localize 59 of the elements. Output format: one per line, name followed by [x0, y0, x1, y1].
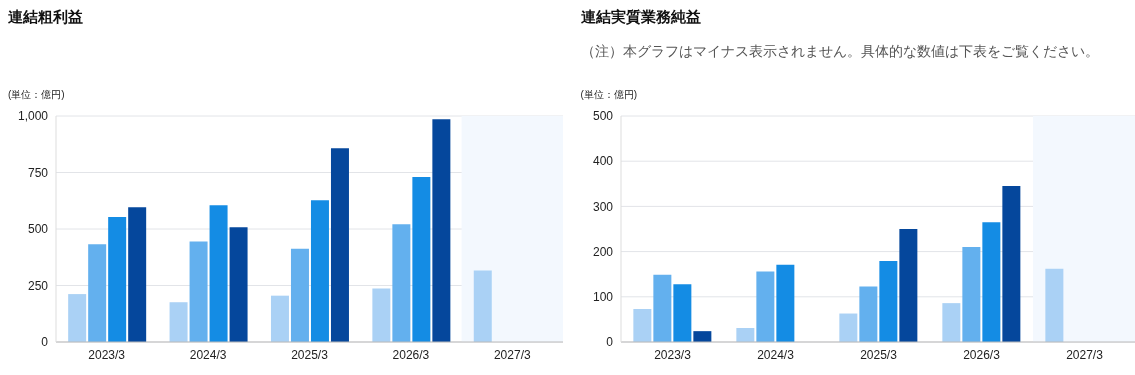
- y-tick-label: 100: [592, 290, 613, 305]
- x-tick-label: 2024/3: [189, 347, 227, 362]
- x-tick-label: 2027/3: [493, 347, 531, 362]
- bar: [473, 270, 492, 342]
- y-tick-label: 500: [592, 109, 613, 124]
- bar: [108, 217, 127, 342]
- chart-title: 連結実質業務純益: [580, 8, 701, 27]
- bar: [692, 331, 711, 342]
- bar: [128, 207, 147, 342]
- chart-subtitle: （注）本グラフはマイナス表示されません。具体的な数値は下表をご覧ください。: [580, 43, 1099, 61]
- y-tick-label: 0: [605, 335, 613, 350]
- bar: [672, 284, 691, 342]
- bar: [755, 271, 774, 342]
- y-axis-title: (単位：億円): [580, 88, 638, 102]
- bar: [652, 274, 671, 342]
- x-tick-label: 2023/3: [653, 347, 691, 362]
- bar: [878, 261, 897, 342]
- bar: [310, 200, 329, 342]
- bar: [432, 119, 451, 342]
- x-tick-label: 2025/3: [291, 347, 329, 362]
- bar: [858, 286, 877, 342]
- bar: [412, 177, 431, 342]
- y-tick-label: 300: [592, 199, 613, 214]
- bar: [735, 327, 754, 342]
- bar: [229, 227, 248, 342]
- bar: [88, 244, 107, 342]
- bar: [68, 294, 87, 342]
- y-axis-title: (単位：億円): [8, 88, 65, 102]
- bar: [392, 224, 411, 342]
- y-tick-label: 1,000: [17, 109, 49, 124]
- x-tick-label: 2026/3: [962, 347, 1000, 362]
- y-tick-label: 200: [592, 244, 613, 259]
- y-tick-label: 0: [41, 335, 49, 350]
- y-tick-label: 500: [27, 222, 49, 237]
- bar: [981, 222, 1000, 342]
- bar: [941, 303, 960, 342]
- bar: [189, 241, 208, 342]
- chart-title: 連結粗利益: [8, 8, 83, 27]
- bar: [632, 309, 651, 342]
- bar: [838, 313, 857, 342]
- bar: [1044, 268, 1063, 342]
- y-tick-label: 400: [592, 154, 613, 169]
- bar: [372, 288, 391, 342]
- x-tick-label: 2025/3: [859, 347, 897, 362]
- bar: [169, 302, 188, 342]
- x-tick-label: 2027/3: [1065, 347, 1103, 362]
- bar: [1001, 186, 1020, 342]
- bar: [209, 205, 228, 342]
- bar: [961, 247, 980, 342]
- y-tick-label: 250: [27, 278, 49, 293]
- x-tick-label: 2024/3: [756, 347, 794, 362]
- x-tick-label: 2026/3: [392, 347, 430, 362]
- bar: [270, 295, 289, 342]
- x-tick-label: 2023/3: [88, 347, 126, 362]
- bar: [775, 264, 794, 342]
- bar: [898, 229, 917, 342]
- bar: [330, 148, 349, 342]
- y-tick-label: 750: [27, 165, 49, 180]
- bar: [290, 248, 309, 342]
